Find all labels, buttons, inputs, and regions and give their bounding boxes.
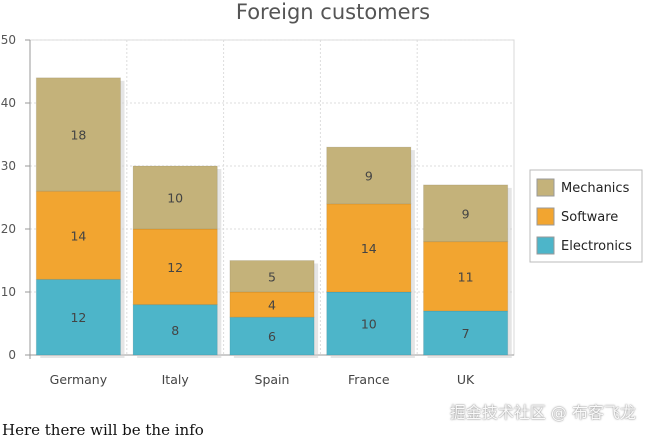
data-label: 12 — [70, 310, 86, 325]
bar-mechanics — [132, 165, 218, 230]
bar-mechanics — [326, 146, 412, 205]
bar-electronics — [132, 304, 218, 356]
plot-area: 0 10 20 30 40 50 12 14 18 Germany 8 12 10 Italy 6 4 5 Spa… — [1, 33, 515, 387]
data-label: 5 — [268, 269, 276, 284]
data-label: 14 — [70, 228, 86, 243]
legend: Mechanics Software Electronics — [529, 169, 643, 263]
bar-software — [35, 190, 122, 280]
legend-label: Mechanics — [561, 181, 630, 196]
data-label: 10 — [167, 191, 183, 206]
bar-electronics — [229, 316, 315, 356]
data-label: 8 — [171, 323, 179, 338]
y-tick-label: 0 — [8, 348, 16, 362]
data-label: 18 — [70, 128, 86, 143]
y-tick-label: 30 — [1, 159, 16, 173]
data-label: 4 — [268, 298, 276, 313]
bar-software — [132, 228, 218, 306]
y-tick-label: 50 — [1, 33, 16, 47]
legend-swatch — [536, 178, 555, 197]
info-text: Here there will be the info — [2, 421, 204, 439]
x-tick-label: Spain — [255, 372, 290, 387]
bar-electronics — [422, 310, 509, 356]
watermark: 掘金技术社区 @ 布客飞龙 — [449, 403, 636, 422]
x-tick-label: France — [348, 372, 390, 387]
bar-electronics — [35, 278, 122, 356]
y-tick-label: 40 — [1, 96, 16, 110]
bar-software — [229, 291, 315, 318]
data-label: 11 — [458, 269, 474, 284]
data-label: 10 — [361, 317, 377, 332]
bar-software — [326, 203, 412, 293]
legend-swatch — [536, 236, 555, 255]
data-label: 9 — [462, 206, 470, 221]
y-tick-label: 10 — [1, 285, 16, 299]
x-tick-label: UK — [457, 372, 475, 387]
bar-mechanics — [229, 260, 315, 293]
bar-electronics — [326, 291, 412, 356]
bar-mechanics — [35, 77, 122, 192]
legend-swatch — [536, 207, 555, 226]
data-label: 12 — [167, 260, 183, 275]
stacked-bar-chart: Foreign customers 0 10 20 30 40 50 12 14 18 Germa… — [1, 0, 643, 387]
y-tick-label: 20 — [1, 222, 16, 236]
data-label: 7 — [462, 326, 470, 341]
legend-label: Software — [561, 210, 618, 225]
bar-mechanics — [422, 184, 509, 243]
data-label: 6 — [268, 329, 276, 344]
data-label: 9 — [365, 168, 373, 183]
legend-label: Electronics — [561, 239, 632, 254]
bar-software — [422, 241, 509, 312]
x-tick-label: Germany — [50, 372, 108, 387]
x-tick-label: Italy — [162, 372, 190, 387]
data-label: 14 — [361, 241, 377, 256]
chart-title: Foreign customers — [236, 0, 430, 24]
